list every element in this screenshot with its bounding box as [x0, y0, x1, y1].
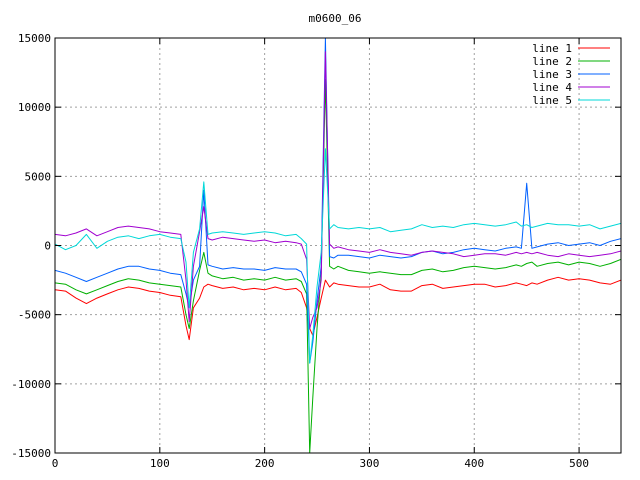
- x-tick-label: 400: [464, 457, 484, 470]
- x-tick-label: 0: [52, 457, 59, 470]
- y-tick-label: 15000: [18, 32, 51, 45]
- y-tick-label: 0: [44, 240, 51, 253]
- series-line-5: [55, 148, 621, 364]
- legend-label: line 3: [532, 68, 572, 81]
- y-tick-label: 5000: [25, 170, 52, 183]
- legend-label: line 5: [532, 94, 572, 107]
- y-tick-label: -10000: [11, 378, 51, 391]
- x-tick-label: 300: [360, 457, 380, 470]
- chart-title: m0600_06: [309, 12, 362, 25]
- series-lines: [55, 38, 621, 453]
- x-tick-label: 200: [255, 457, 275, 470]
- y-tick-label: -15000: [11, 447, 51, 460]
- grid: [55, 38, 621, 453]
- y-tick-label: 10000: [18, 101, 51, 114]
- legend-label: line 4: [532, 81, 572, 94]
- axis-ticks: 0 100 200 300 400 500 -15000 -10000 -5000 0 5000 10…: [11, 32, 621, 470]
- series-line-4: [55, 51, 621, 329]
- y-tick-label: -5000: [18, 309, 51, 322]
- legend-label: line 2: [532, 55, 572, 68]
- x-tick-label: 500: [569, 457, 589, 470]
- series-line-1: [55, 276, 621, 341]
- x-tick-label: 100: [150, 457, 170, 470]
- legend-label: line 1: [532, 42, 572, 55]
